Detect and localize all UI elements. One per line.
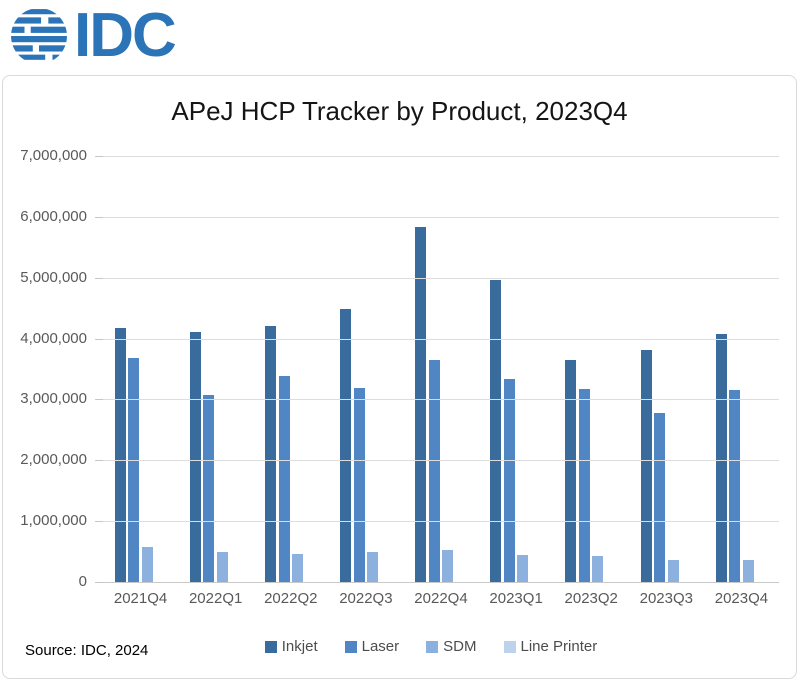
bar-laser-2022Q1 [203, 395, 215, 582]
y-axis-label: 0 [78, 573, 87, 590]
bar-sdm-2023Q3 [667, 560, 679, 582]
bar-sdm-2023Q4 [742, 560, 754, 582]
legend-label: Laser [361, 638, 400, 655]
y-axis-tick [95, 217, 103, 218]
chart-container: APeJ HCP Tracker by Product, 2023Q4 7,00… [2, 75, 797, 679]
x-axis-label-2023Q4: 2023Q4 [714, 590, 769, 607]
x-axis-label-2022Q1: 2022Q1 [188, 590, 243, 607]
bar-inkjet-2023Q4 [715, 334, 727, 582]
bar-group-2022Q2 [253, 156, 328, 582]
x-axis-label-2023Q2: 2023Q2 [564, 590, 618, 607]
x-axis-label-2022Q4: 2022Q4 [414, 590, 468, 607]
bar-laser-2021Q4 [128, 358, 140, 582]
bar-inkjet-2021Q4 [114, 328, 126, 582]
y-axis-label: 3,000,000 [20, 390, 87, 407]
bar-group-2021Q4 [103, 156, 178, 582]
gridline [103, 460, 779, 461]
y-axis-tick [95, 156, 103, 157]
y-axis-tick [95, 278, 103, 279]
legend-item-laser: Laser [344, 638, 400, 655]
idc-globe-icon [11, 9, 67, 61]
legend-label: SDM [443, 638, 477, 655]
legend-item-line-printer: Line Printer [503, 638, 598, 655]
bar-laser-2023Q1 [503, 379, 515, 582]
bar-group-2023Q4 [704, 156, 779, 582]
gridline [103, 217, 779, 218]
bar-laser-2023Q3 [654, 413, 666, 582]
bar-inkjet-2022Q4 [415, 227, 427, 582]
bar-laser-2022Q2 [278, 376, 290, 582]
x-axis-label-2022Q3: 2022Q3 [339, 590, 393, 607]
legend-swatch-icon [426, 640, 439, 653]
y-axis-label: 1,000,000 [20, 512, 87, 529]
bar-sdm-2022Q4 [442, 550, 454, 582]
legend-label: Line Printer [520, 638, 598, 655]
bar-inkjet-2022Q3 [340, 309, 352, 582]
gridline [103, 399, 779, 400]
y-axis-label: 4,000,000 [20, 330, 87, 347]
gridline [103, 339, 779, 340]
bar-laser-2022Q3 [353, 388, 365, 582]
x-axis-label-2021Q4: 2021Q4 [113, 590, 168, 607]
plot-area: 7,000,000 6,000,000 5,000,000 4,000,000 3,00… [20, 147, 779, 590]
legend-item-inkjet: Inkjet [264, 638, 318, 655]
y-axis-tick [95, 582, 103, 583]
bar-inkjet-2023Q2 [565, 360, 577, 582]
legend-swatch-icon [344, 640, 357, 653]
y-axis-tick [95, 521, 103, 522]
bar-laser-2022Q4 [428, 360, 440, 582]
bar-sdm-2023Q2 [592, 556, 604, 582]
legend-swatch-icon [264, 640, 277, 653]
bar-group-2023Q2 [554, 156, 629, 582]
bar-groups [103, 156, 779, 582]
idc-logo-text: IDC [74, 1, 177, 70]
bar-group-2023Q1 [479, 156, 554, 582]
gridline [103, 521, 779, 522]
legend-item-sdm: SDM [426, 638, 477, 655]
bar-inkjet-2023Q3 [640, 350, 652, 582]
legend: Inkjet Laser SDM Line Printer [93, 638, 769, 655]
y-axis-label: 7,000,000 [20, 147, 87, 164]
legend-label: Inkjet [281, 638, 318, 655]
bar-sdm-2022Q2 [292, 554, 304, 582]
y-axis-label: 5,000,000 [20, 269, 87, 286]
gridline [103, 278, 779, 279]
idc-logo: IDC [10, 1, 177, 70]
gridline [103, 582, 779, 583]
y-axis-tick [95, 339, 103, 340]
source-note: Source: IDC, 2024 [25, 642, 149, 659]
bar-sdm-2021Q4 [141, 547, 153, 582]
x-axis-label-2023Q3: 2023Q3 [639, 590, 694, 607]
bar-inkjet-2022Q2 [265, 326, 277, 582]
y-axis-label: 2,000,000 [20, 451, 87, 468]
bar-inkjet-2023Q1 [490, 280, 502, 582]
y-axis-tick [95, 399, 103, 400]
bar-group-2022Q4 [403, 156, 478, 582]
bar-group-2022Q3 [328, 156, 403, 582]
bar-inkjet-2022Q1 [189, 332, 201, 582]
y-axis-label: 6,000,000 [20, 208, 87, 225]
y-axis-tick [95, 460, 103, 461]
bar-laser-2023Q2 [578, 389, 590, 582]
bar-sdm-2022Q3 [367, 552, 379, 582]
bar-group-2022Q1 [178, 156, 253, 582]
bar-laser-2023Q4 [729, 390, 741, 582]
bar-sdm-2023Q1 [517, 555, 529, 582]
x-axis-label-2023Q1: 2023Q1 [489, 590, 543, 607]
x-axis-labels: 2021Q4 2022Q1 2022Q2 2022Q3 2022Q4 2023Q1 2023… [103, 590, 779, 607]
gridline [103, 156, 779, 157]
x-axis-label-2022Q2: 2022Q2 [264, 590, 318, 607]
bar-group-2023Q3 [629, 156, 704, 582]
legend-swatch-icon [503, 640, 516, 653]
chart-title: APeJ HCP Tracker by Product, 2023Q4 [171, 96, 628, 126]
bar-sdm-2022Q1 [216, 552, 228, 582]
